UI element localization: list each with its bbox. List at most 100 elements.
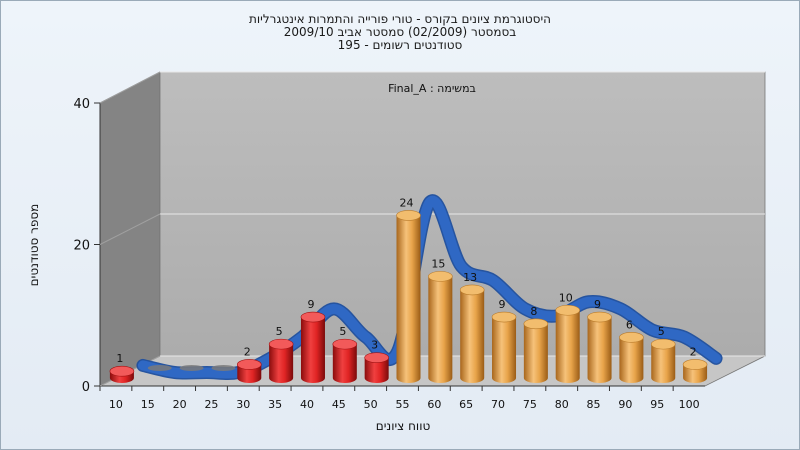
x-tick-label: 85	[587, 398, 601, 411]
x-tick-label: 45	[332, 398, 346, 411]
bar-body	[555, 310, 580, 383]
data-label: 1	[116, 352, 123, 365]
y-tick-label: 20	[73, 239, 90, 254]
chart-title-line-1: היסטוגרמת ציונים בקורס - טורי פורייה והת…	[249, 12, 551, 26]
bar-top	[459, 284, 485, 296]
bar	[682, 359, 708, 383]
bar-body	[364, 357, 389, 383]
data-label: 10	[559, 291, 573, 304]
bar-top	[268, 338, 294, 350]
data-label: 5	[276, 325, 283, 338]
x-tick-label: 60	[427, 398, 441, 411]
gridline-side	[99, 213, 161, 245]
bar-body	[587, 317, 612, 383]
bar	[109, 365, 135, 383]
bar	[300, 311, 326, 383]
bar-body	[492, 317, 517, 383]
bar-top	[396, 210, 421, 221]
bar	[555, 304, 581, 383]
bar-top	[491, 311, 517, 323]
data-labels-layer: 1 2 5 9 5 3 24 15 13 9 8 10 9 6 5 2	[116, 196, 696, 365]
chart-title-line-2: בסמסטר (02/2009) סמסטר אביב 2009/10	[283, 25, 517, 39]
bar-top	[109, 365, 135, 377]
bar-body	[332, 344, 357, 383]
chart-subtitle: במשימה : Final_A	[388, 82, 476, 95]
data-label: 2	[244, 345, 251, 358]
data-label: 3	[371, 339, 378, 352]
bar-top	[587, 311, 612, 323]
bar	[491, 311, 517, 383]
x-tick-label: 20	[173, 398, 187, 411]
y-tick-label: 40	[73, 97, 90, 112]
bar	[619, 332, 644, 383]
bar-top	[619, 332, 644, 343]
bar-top	[236, 359, 262, 370]
bar-body	[300, 317, 325, 383]
x-tick-label: 65	[459, 398, 473, 411]
bar	[332, 338, 358, 383]
x-axis-title: טווח ציונים	[376, 419, 431, 433]
x-tick-label: 25	[204, 398, 218, 411]
bar	[364, 352, 389, 383]
bar-top	[300, 311, 326, 323]
bar-top	[682, 359, 708, 370]
bar	[268, 338, 294, 383]
bar-body	[651, 344, 676, 383]
bar-empty-base	[211, 365, 236, 371]
bar-top	[555, 304, 581, 316]
x-tick-label: 40	[300, 398, 314, 411]
x-tick-label: 50	[364, 398, 378, 411]
bar	[523, 318, 549, 383]
chart-title-line-3: סטודנטים רשומים - 195	[337, 38, 463, 52]
data-label: 9	[594, 298, 601, 311]
y-tick-labels: 0 20 40	[73, 97, 100, 395]
bar-top	[650, 338, 676, 350]
x-tick-label: 55	[396, 398, 410, 411]
data-label: 9	[307, 298, 314, 311]
bars-layer	[109, 210, 708, 383]
bar	[179, 365, 204, 371]
bar	[147, 365, 172, 371]
x-tick-label: 80	[555, 398, 569, 411]
bar-empty-base	[179, 365, 204, 371]
data-label: 5	[339, 325, 346, 338]
bar-top	[364, 352, 389, 363]
x-tick-labels: 10 15 20 25 30 35 40 45 50 55 60 65 70 75 80 85 90 95 100	[99, 386, 700, 411]
bar-body	[523, 323, 548, 383]
data-label: 24	[400, 196, 414, 209]
bar-top	[523, 318, 549, 330]
x-tick-label: 10	[109, 398, 123, 411]
data-label: 5	[658, 325, 665, 338]
bar	[587, 311, 612, 383]
bar-body	[269, 344, 294, 383]
bar	[459, 284, 485, 383]
bar-body	[619, 337, 644, 383]
bar-body	[428, 276, 453, 383]
bar-empty-base	[147, 365, 172, 371]
data-label: 6	[626, 318, 633, 331]
y-axis-title: מספר סטודנטים	[27, 204, 41, 287]
gridline-side	[99, 71, 161, 104]
data-label: 8	[530, 305, 537, 318]
x-tick-label: 15	[141, 398, 155, 411]
x-tick-label: 70	[491, 398, 505, 411]
bar	[428, 271, 453, 383]
x-tick-label: 35	[268, 398, 282, 411]
bar-top	[332, 338, 358, 350]
x-tick-label: 30	[236, 398, 250, 411]
bar	[396, 210, 421, 383]
bar-body	[396, 215, 421, 383]
data-label: 2	[690, 345, 697, 358]
x-tick-label: 100	[679, 398, 700, 411]
y-tick-label: 0	[82, 380, 90, 395]
bar-body	[460, 289, 485, 383]
data-label: 13	[463, 271, 477, 284]
x-tick-label: 90	[618, 398, 632, 411]
x-tick-label: 95	[650, 398, 664, 411]
data-label: 15	[431, 257, 445, 270]
bar	[211, 365, 236, 371]
x-tick-label: 75	[523, 398, 537, 411]
bar	[236, 359, 262, 383]
bar	[650, 338, 676, 383]
